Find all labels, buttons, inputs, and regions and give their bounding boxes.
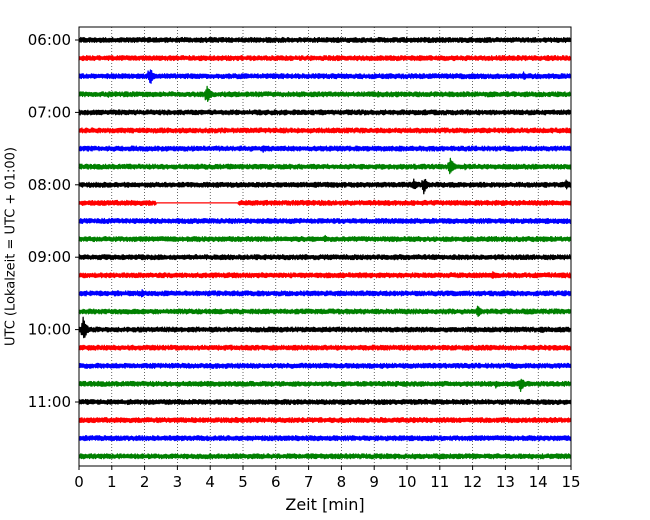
y-tick-label: 11:00 — [28, 393, 71, 411]
grid-lines — [111, 27, 539, 466]
x-axis-label: Zeit [min] — [285, 495, 364, 514]
seismogram-trace-3 — [78, 85, 572, 102]
seismogram-trace-10 — [78, 217, 572, 225]
seismogram-trace-21 — [78, 416, 572, 424]
seismogram-trace-1 — [78, 54, 572, 62]
x-tick-label: 2 — [140, 473, 150, 491]
seismogram-trace-6 — [78, 145, 572, 153]
y-tick-label: 09:00 — [28, 248, 71, 266]
seismogram-trace-12 — [78, 254, 572, 261]
seismogram-trace-22 — [78, 435, 572, 442]
seismogram-trace-8 — [78, 178, 572, 195]
x-axis-ticks: 0 1 2 3 4 5 6 7 8 9 10 11 12 13 14 15 — [74, 466, 581, 491]
seismogram-trace-19 — [78, 378, 572, 393]
y-tick-label: 07:00 — [28, 103, 71, 121]
x-tick-label: 0 — [74, 473, 84, 491]
seismogram-trace-4 — [78, 109, 572, 116]
x-tick-label: 14 — [529, 473, 548, 491]
x-tick-label: 10 — [397, 473, 416, 491]
seismogram-trace-13 — [78, 271, 572, 279]
seismogram-trace-5 — [78, 127, 572, 134]
seismogram-traces — [78, 36, 572, 460]
x-tick-label: 4 — [205, 473, 215, 491]
plot-frame — [78, 26, 572, 467]
x-tick-label: 12 — [463, 473, 482, 491]
x-tick-label: 8 — [337, 473, 347, 491]
seismogram-trace-7 — [78, 157, 572, 175]
seismogram-trace-20 — [78, 398, 572, 406]
x-tick-label: 11 — [430, 473, 449, 491]
seismogram-trace-11 — [78, 234, 572, 243]
seismogram-trace-23 — [78, 453, 572, 460]
x-tick-label: 7 — [304, 473, 314, 491]
x-tick-label: 6 — [271, 473, 281, 491]
x-tick-label: 1 — [107, 473, 117, 491]
seismogram-trace-0 — [78, 36, 572, 44]
y-tick-label: 08:00 — [28, 176, 71, 194]
x-tick-label: 5 — [238, 473, 248, 491]
y-tick-label: 06:00 — [28, 31, 71, 49]
seismogram-trace-16 — [78, 316, 572, 339]
seismogram-trace-9 — [78, 199, 572, 207]
seismogram-trace-2 — [78, 69, 572, 84]
x-tick-label: 13 — [496, 473, 515, 491]
seismogram-trace-14 — [78, 289, 572, 298]
seismogram-trace-15 — [78, 305, 572, 318]
x-tick-label: 9 — [369, 473, 379, 491]
x-tick-label: 3 — [173, 473, 183, 491]
x-tick-label: 15 — [561, 473, 580, 491]
seismogram-trace-17 — [78, 344, 572, 351]
y-axis-ticks: 06:00 07:00 08:00 09:00 10:00 11:00 — [28, 31, 79, 411]
y-axis-label: UTC (Lokalzeit = UTC + 01:00) — [4, 147, 19, 346]
y-tick-label: 10:00 — [28, 321, 71, 339]
seismogram-trace-18 — [78, 362, 572, 369]
